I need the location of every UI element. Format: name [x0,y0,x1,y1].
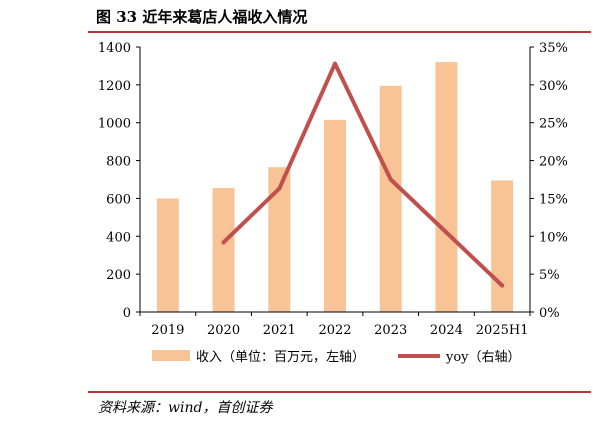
yoy-point-2024 [444,230,449,235]
bar-2023 [379,85,402,312]
left-tick-label: 800 [106,155,131,170]
legend-label-yoy: yoy（右轴） [445,350,521,365]
revenue-chart: 0 200 400 600 800 1000 1200 1400 0% 5% 10% 15% 20% 25… [98,41,568,365]
right-tick-label: 0% [539,306,560,321]
bar-2020 [212,188,235,312]
yoy-point-2023 [388,177,393,182]
right-tick-label: 35% [539,41,568,56]
bar-2024 [435,62,458,313]
bar-2019 [156,198,179,312]
right-tick-label: 5% [539,268,560,283]
top-rule [88,31,591,33]
yoy-point-2020 [221,240,226,245]
left-tick-label: 200 [106,268,131,283]
left-tick-label: 400 [106,230,131,245]
right-tick-label: 15% [539,192,568,207]
right-tick-label: 10% [539,230,568,245]
figure-title: 图 33 近年来葛店人福收入情况 [96,8,308,26]
x-tick-label: 2021 [263,323,296,338]
left-tick-label: 1000 [98,117,131,132]
left-tick-label: 600 [106,192,131,207]
x-tick-label: 2023 [374,323,407,338]
x-tick-label: 2022 [318,323,351,338]
left-tick-label: 1400 [98,41,131,56]
legend-swatch-revenue [152,350,190,361]
left-tick-label: 1200 [98,79,131,94]
bottom-rule [88,391,591,393]
right-tick-label: 25% [539,117,568,132]
x-tick-label: 2020 [207,323,240,338]
bar-2025H1 [491,180,514,312]
x-tick-label: 2019 [151,323,184,338]
source-note: 资料来源：wind，首创证券 [98,400,273,416]
x-tick-label: 2024 [430,323,463,338]
bar-2022 [324,119,346,312]
yoy-point-2021 [277,186,282,191]
right-tick-label: 20% [539,155,568,170]
left-tick-label: 0 [123,306,131,321]
yoy-point-2022 [333,61,337,66]
right-tick-label: 30% [539,79,568,94]
yoy-point-2025H1 [500,283,505,288]
x-tick-label: 2025H1 [476,323,529,338]
bar-2021 [268,167,291,312]
legend-label-revenue: 收入（单位：百万元，左轴） [196,350,365,365]
yoy-line [221,61,505,288]
